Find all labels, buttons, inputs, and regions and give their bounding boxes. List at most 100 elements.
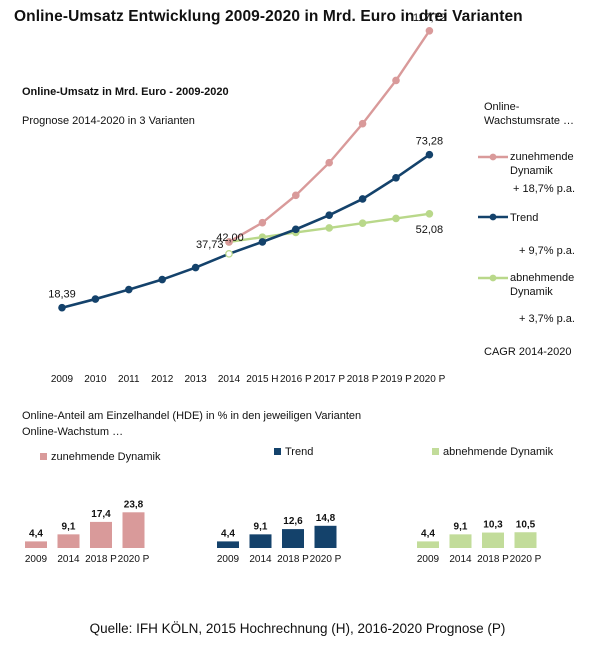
x-tick-label: 2016 P [280,374,312,385]
data-point-trend [258,238,267,246]
data-label: 18,39 [48,289,76,301]
bar-category-label: 2020 P [510,554,542,565]
bar-section-title: Online-Anteil am Einzelhandel (HDE) in %… [22,408,361,440]
bar-trend [282,529,304,548]
data-point-zunehmende [358,119,367,128]
data-point-trend [58,303,66,312]
bar-value-label: 17,4 [91,509,111,520]
data-label: 73,28 [416,136,444,148]
bar-value-label: 4,4 [421,528,435,539]
data-point-zunehmende [291,191,300,200]
bar-value-label: 4,4 [221,528,235,539]
data-label: 52,08 [416,224,444,236]
bar-abnehmende [417,541,439,548]
x-tick-label: 2013 [184,374,207,385]
x-tick-label: 2009 [51,374,74,385]
bar-zunehmende [25,541,47,548]
bar-value-label: 23,8 [124,499,144,510]
bar-category-label: 2009 [417,554,440,565]
x-tick-label: 2014 [218,374,241,385]
bar-category-label: 2020 P [310,554,342,565]
legend-label-zunehmende: zunehmende Dynamik [51,451,161,463]
bar-category-label: 2009 [25,554,48,565]
data-point-abnehmende [358,219,367,228]
data-point-zunehmende [325,158,334,167]
data-point-trend [91,295,100,303]
bar-section-title-line: Online-Anteil am Einzelhandel (HDE) in %… [22,410,362,422]
bar-value-label: 10,5 [516,519,536,530]
legend-label-trend: Trend [285,446,313,458]
legend-marker-trend [489,213,497,221]
data-label: 37,73 [196,239,224,251]
legend-marker-zunehmende [489,153,497,161]
bar-value-label: 10,3 [483,520,503,531]
bar-zunehmende [122,512,145,548]
legend-swatch-abnehmende [432,448,439,455]
data-label: 42,00 [216,232,244,244]
bar-category-label: 2018 P [277,554,309,565]
series-line-trend [61,153,431,309]
legend-marker-abnehmende [489,274,497,282]
bar-category-label: 2018 P [85,554,117,565]
bar-trend [314,525,337,548]
bar-abnehmende [449,534,472,548]
bar-zunehmende [57,534,80,548]
data-point-abnehmende [325,224,334,232]
x-tick-label: 2010 [84,374,107,385]
bar-value-label: 14,8 [316,513,336,524]
legend-swatch-zunehmende [40,453,47,460]
legend-label-abnehmende: abnehmende Dynamik [443,446,554,458]
x-tick-label: 2012 [151,374,174,385]
x-tick-label: 2019 P [380,374,412,385]
bar-value-label: 9,1 [62,521,76,532]
bar-category-label: 2018 P [477,554,509,565]
legend-swatch-trend [274,448,281,455]
bar-value-label: 9,1 [454,521,468,532]
line-chart-subtitle: Prognose 2014-2020 in 3 Varianten [22,115,195,127]
data-point-abnehmende [392,214,400,223]
data-point-zunehmende [392,76,400,85]
series-line-zunehmende [228,30,431,243]
bar-category-label: 2014 [249,554,272,565]
data-point-abnehmende [425,210,434,218]
legend-label-trend: Trend [510,212,539,224]
data-point-zunehmende [225,238,233,246]
data-point-trend [425,150,434,159]
bar-abnehmende [482,532,504,548]
cagr-footnote: CAGR 2014-2020 [484,346,572,358]
rate-trend: + 9,7% p.a. [519,245,575,257]
rate-abnehmende: + 3,7% p.a. [519,313,575,325]
data-point-trend [125,285,133,294]
x-tick-label: 2020 P [414,374,446,385]
bar-abnehmende [514,532,537,548]
source-note: Quelle: IFH KÖLN, 2015 Hochrechnung (H),… [89,621,506,636]
rate-zunehmende: + 18,7% p.a. [513,183,576,195]
data-point-trend [158,275,167,284]
bar-value-label: 9,1 [254,521,268,532]
x-tick-label: 2018 P [347,374,379,385]
data-point-trend [325,211,334,219]
x-tick-label: 2015 H [246,374,278,385]
data-point-trend [191,263,200,272]
bar-category-label: 2009 [217,554,240,565]
bar-category-label: 2014 [57,554,80,565]
legend-title: Online-Wachstumsrate … [484,101,575,127]
data-label: 117,72 [413,12,446,24]
data-point-zunehmende [258,218,267,227]
bar-zunehmende [90,521,112,548]
page-title: Online-Umsatz Entwicklung 2009-2020 in M… [14,8,523,25]
data-point-zunehmende [425,26,434,35]
bar-trend [217,541,239,548]
line-chart-title: Online-Umsatz in Mrd. Euro - 2009-2020 [22,86,229,98]
bar-category-label: 2020 P [118,554,150,565]
data-point-trend [392,173,400,182]
data-point-trend [358,195,367,203]
x-tick-label: 2017 P [313,374,345,385]
legend-label-abnehmende: abnehmende Dynamik [510,272,575,298]
legend-label-zunehmende: zunehmende Dynamik [510,151,574,177]
bar-value-label: 12,6 [283,516,303,527]
data-point-trend [225,250,233,258]
bar-category-label: 2014 [449,554,472,565]
bar-section-subtitle: Online-Wachstum … [22,426,124,438]
